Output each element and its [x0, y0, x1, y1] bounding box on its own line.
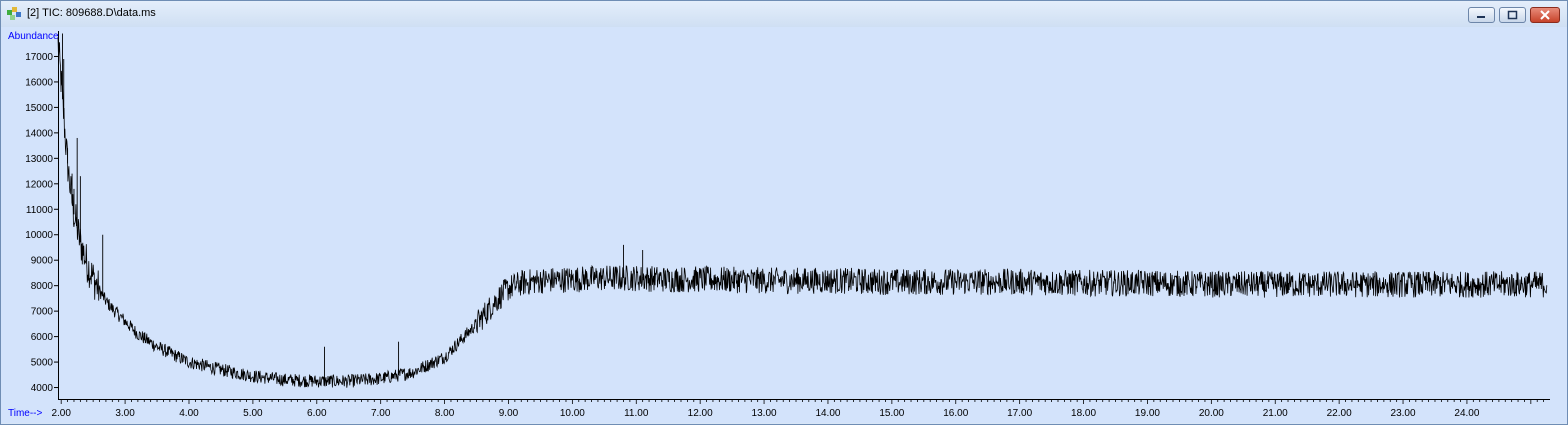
x-tick-label: 3.00 [115, 408, 135, 419]
y-tick-label: 13000 [25, 154, 53, 165]
x-tick-label: 10.00 [560, 408, 585, 419]
spike-marks [62, 33, 644, 382]
y-tick-label: 9000 [31, 256, 54, 267]
title-bar[interactable]: [2] TIC: 809688.D\data.ms [1, 1, 1567, 28]
y-tick-label: 15000 [25, 103, 53, 114]
y-tick-label: 10000 [25, 230, 53, 241]
x-tick-label: 8.00 [435, 408, 455, 419]
y-tick-label: 6000 [31, 332, 54, 343]
y-tick-label: 12000 [25, 179, 53, 190]
x-tick-label: 19.00 [1135, 408, 1160, 419]
close-button[interactable] [1530, 7, 1560, 23]
chart-area[interactable]: Abundance Time--> 4000 5000 6000 7000 8000 90… [1, 27, 1567, 423]
y-tick-label: 4000 [31, 383, 54, 394]
y-axis-ticks: 4000 5000 6000 7000 8000 9000 10000 11000 12000 1… [25, 52, 58, 394]
restore-icon [1507, 10, 1518, 20]
maximize-button[interactable] [1499, 7, 1526, 23]
x-tick-label: 7.00 [371, 408, 391, 419]
x-tick-label: 14.00 [815, 408, 840, 419]
x-tick-label: 22.00 [1327, 408, 1352, 419]
y-tick-label: 14000 [25, 128, 53, 139]
window-title: [2] TIC: 809688.D\data.ms [27, 7, 156, 19]
y-tick-label: 8000 [31, 281, 54, 292]
y-tick-label: 7000 [31, 307, 54, 318]
chromatogram-app-icon [7, 7, 21, 20]
y-axis-label: Abundance [8, 31, 59, 42]
x-tick-label: 2.00 [51, 408, 71, 419]
x-tick-label: 5.00 [243, 408, 263, 419]
tic-trace [57, 37, 1548, 388]
x-tick-label: 16.00 [943, 408, 968, 419]
x-tick-label: 24.00 [1454, 408, 1479, 419]
x-tick-label: 18.00 [1071, 408, 1096, 419]
x-tick-label: 13.00 [752, 408, 777, 419]
y-tick-label: 5000 [31, 358, 54, 369]
x-axis-ticks: 2.00 3.00 4.00 5.00 6.00 7.00 8.00 9.00 10.00 11.… [51, 399, 1545, 419]
x-tick-label: 11.00 [624, 408, 649, 419]
x-tick-label: 20.00 [1199, 408, 1224, 419]
x-tick-label: 17.00 [1007, 408, 1032, 419]
x-tick-label: 4.00 [179, 408, 199, 419]
y-tick-label: 11000 [26, 205, 54, 216]
minimize-button[interactable] [1468, 7, 1495, 23]
x-tick-label: 9.00 [499, 408, 519, 419]
x-tick-label: 15.00 [879, 408, 904, 419]
x-tick-label: 21.00 [1263, 408, 1288, 419]
y-tick-label: 17000 [25, 52, 53, 63]
x-tick-label: 12.00 [688, 408, 713, 419]
tic-chromatogram: Abundance Time--> 4000 5000 6000 7000 8000 90… [8, 31, 1550, 419]
close-icon [1540, 10, 1550, 20]
minimize-icon [1477, 16, 1485, 18]
x-tick-label: 6.00 [307, 408, 327, 419]
x-tick-label: 23.00 [1391, 408, 1416, 419]
y-tick-label: 16000 [25, 77, 53, 88]
x-axis-label: Time--> [8, 408, 43, 419]
